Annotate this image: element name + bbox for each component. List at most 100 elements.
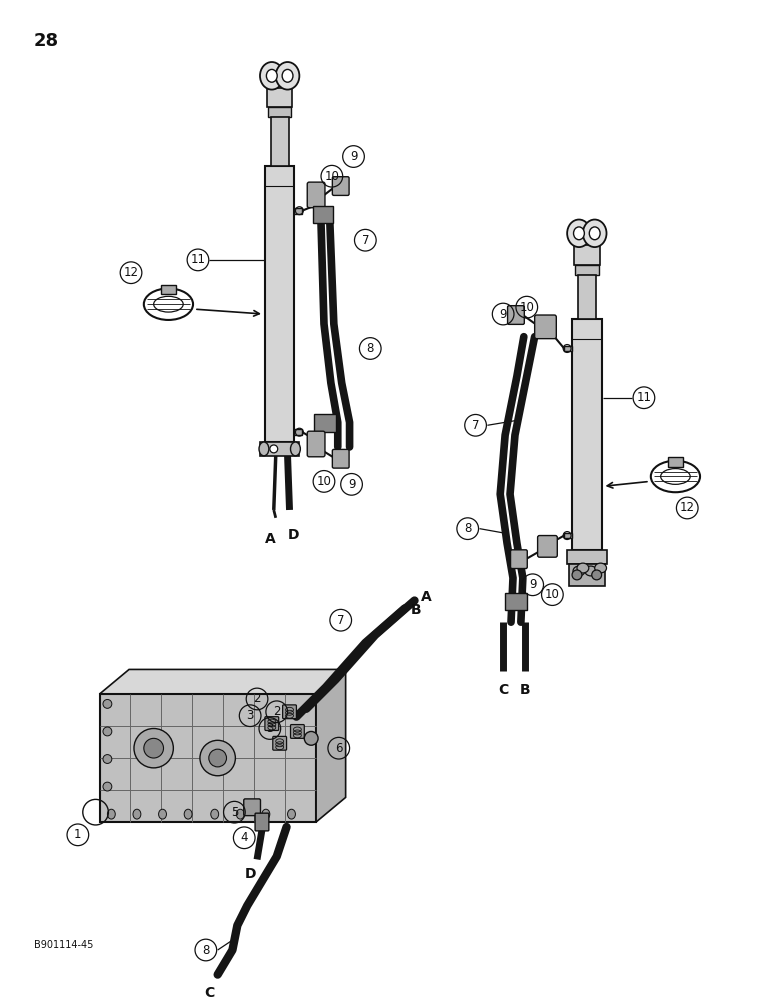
Text: 6: 6 xyxy=(335,742,343,755)
FancyBboxPatch shape xyxy=(510,550,527,569)
Text: 28: 28 xyxy=(33,32,59,50)
Text: B901114-45: B901114-45 xyxy=(33,940,93,950)
Ellipse shape xyxy=(236,809,244,819)
FancyBboxPatch shape xyxy=(333,177,349,195)
Ellipse shape xyxy=(290,442,300,456)
Ellipse shape xyxy=(262,809,270,819)
Ellipse shape xyxy=(574,227,584,240)
Text: B: B xyxy=(520,683,530,697)
Circle shape xyxy=(592,570,601,580)
Ellipse shape xyxy=(573,566,585,576)
Text: 11: 11 xyxy=(191,253,205,266)
Ellipse shape xyxy=(577,563,589,573)
FancyBboxPatch shape xyxy=(535,315,557,339)
Circle shape xyxy=(304,731,318,745)
Ellipse shape xyxy=(107,809,115,819)
Circle shape xyxy=(208,749,226,767)
Bar xyxy=(575,265,598,275)
FancyBboxPatch shape xyxy=(244,799,260,816)
Polygon shape xyxy=(316,669,346,822)
Circle shape xyxy=(200,740,235,776)
FancyBboxPatch shape xyxy=(507,306,524,324)
Text: C: C xyxy=(498,683,508,697)
FancyBboxPatch shape xyxy=(537,536,557,557)
Text: 2: 2 xyxy=(253,692,261,705)
Text: 8: 8 xyxy=(202,944,209,957)
Text: 5: 5 xyxy=(231,806,238,819)
FancyBboxPatch shape xyxy=(333,449,349,468)
Bar xyxy=(260,442,300,456)
Ellipse shape xyxy=(583,220,607,247)
Ellipse shape xyxy=(103,755,112,763)
Ellipse shape xyxy=(585,566,597,576)
Polygon shape xyxy=(100,669,346,694)
Text: 8: 8 xyxy=(367,342,374,355)
FancyBboxPatch shape xyxy=(255,813,269,831)
Ellipse shape xyxy=(211,809,218,819)
Bar xyxy=(267,88,293,107)
Text: 7: 7 xyxy=(337,614,344,627)
FancyBboxPatch shape xyxy=(283,705,296,719)
Bar xyxy=(161,285,176,294)
Text: 12: 12 xyxy=(124,266,138,279)
Ellipse shape xyxy=(133,809,141,819)
Bar xyxy=(572,319,601,550)
Ellipse shape xyxy=(266,69,277,82)
Text: 9: 9 xyxy=(348,478,355,491)
Text: B: B xyxy=(411,603,422,617)
Text: 1: 1 xyxy=(74,828,82,841)
Bar xyxy=(668,457,683,467)
Ellipse shape xyxy=(567,220,591,247)
Text: 9: 9 xyxy=(350,150,357,163)
Text: 7: 7 xyxy=(361,234,369,247)
Bar xyxy=(564,346,572,351)
Bar xyxy=(100,694,316,822)
Bar xyxy=(574,245,600,265)
Text: D: D xyxy=(288,528,300,542)
Text: 9: 9 xyxy=(499,308,507,321)
Text: 7: 7 xyxy=(472,419,479,432)
Ellipse shape xyxy=(589,227,600,240)
Ellipse shape xyxy=(259,442,269,456)
Ellipse shape xyxy=(103,699,112,708)
Bar xyxy=(313,206,333,223)
Circle shape xyxy=(270,445,278,453)
Bar xyxy=(314,414,336,432)
Text: 10: 10 xyxy=(324,170,339,183)
FancyBboxPatch shape xyxy=(307,431,325,457)
Circle shape xyxy=(144,738,164,758)
Bar xyxy=(505,593,527,610)
FancyBboxPatch shape xyxy=(265,717,279,730)
Bar xyxy=(265,166,294,442)
Text: 3: 3 xyxy=(266,722,273,735)
Text: 10: 10 xyxy=(520,301,534,314)
Ellipse shape xyxy=(185,809,192,819)
Text: A: A xyxy=(265,532,275,546)
Ellipse shape xyxy=(103,782,112,791)
Bar xyxy=(569,564,604,586)
Ellipse shape xyxy=(158,809,167,819)
Ellipse shape xyxy=(282,69,293,82)
Ellipse shape xyxy=(594,563,607,573)
Text: D: D xyxy=(245,867,256,881)
Bar xyxy=(564,533,572,538)
Ellipse shape xyxy=(287,809,296,819)
Bar xyxy=(578,275,596,319)
Bar xyxy=(271,117,289,166)
Text: 8: 8 xyxy=(464,522,472,535)
Text: A: A xyxy=(421,590,432,604)
FancyBboxPatch shape xyxy=(290,725,304,738)
FancyBboxPatch shape xyxy=(307,182,325,208)
Bar xyxy=(567,550,607,564)
Circle shape xyxy=(134,729,174,768)
Circle shape xyxy=(572,570,582,580)
Text: C: C xyxy=(205,986,215,1000)
Bar xyxy=(294,429,303,435)
FancyBboxPatch shape xyxy=(273,736,286,750)
Ellipse shape xyxy=(260,62,283,90)
Text: 2: 2 xyxy=(273,705,280,718)
Text: 10: 10 xyxy=(545,588,560,601)
Text: 11: 11 xyxy=(636,391,652,404)
Text: 3: 3 xyxy=(246,709,254,722)
Bar xyxy=(294,208,303,214)
